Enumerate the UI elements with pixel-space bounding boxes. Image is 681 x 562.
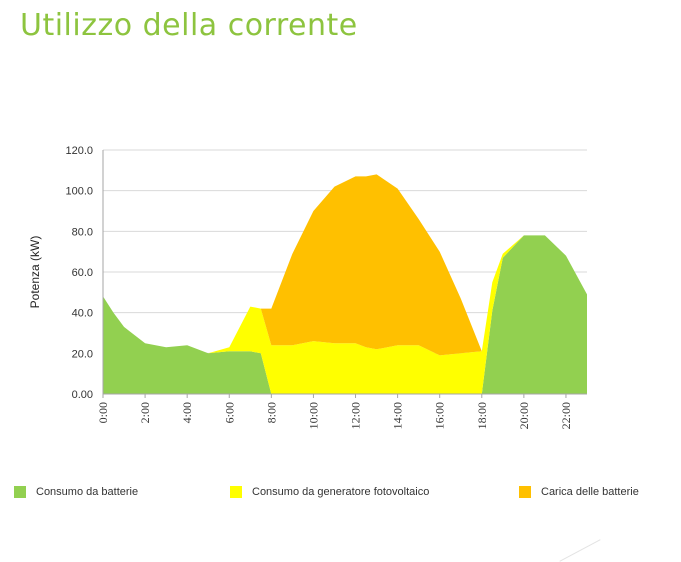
x-tick-label: 16:00 [433,402,447,429]
x-tick-label: 6:00 [222,402,236,423]
area-series-1 [103,235,587,394]
x-tick-label: 22:00 [559,402,573,429]
decorative-divider [559,539,601,562]
x-tick-label: 4:00 [180,402,194,423]
legend-swatch-battery-consumption [14,486,26,498]
x-tick-label: 10:00 [306,402,320,429]
x-tick-label: 18:00 [475,402,489,429]
y-tick-label: 80.0 [72,226,93,238]
legend-label-battery-charge: Carica delle batterie [541,486,639,498]
y-tick-label: 60.0 [72,267,93,279]
x-tick-label: 2:00 [138,402,152,423]
y-axis-title: Potenza (kW) [28,236,42,309]
area-series-0 [103,235,587,394]
y-tick-label: 20.0 [72,348,93,360]
y-tick-label: 40.0 [72,308,93,320]
chart-legend: Consumo da batterie Consumo da generator… [0,486,681,506]
y-tick-label: 0.00 [72,389,93,401]
area-series-2 [103,174,587,356]
power-usage-chart: 0.00 20.0 40.0 60.0 80.0 100.0 120.0 0:00 2:00 4:… [28,145,587,429]
legend-item-battery-consumption: Consumo da batterie [14,486,138,498]
legend-swatch-battery-charge [519,486,531,498]
legend-label-battery-consumption: Consumo da batterie [36,486,139,498]
legend-label-solar-consumption: Consumo da generatore fotovoltaico [252,486,430,498]
x-tick-label: 14:00 [391,402,405,429]
y-tick-label: 120.0 [65,145,93,157]
x-tick-label: 8:00 [264,402,278,423]
page-title: Utilizzo della corrente [20,8,358,43]
legend-item-battery-charge: Carica delle batterie [519,486,639,498]
x-tick-label: 12:00 [349,402,363,429]
x-tick-label: 0:00 [96,402,110,423]
y-tick-label: 100.0 [65,186,93,198]
x-tick-label: 20:00 [517,402,531,429]
legend-item-solar-consumption: Consumo da generatore fotovoltaico [230,486,429,498]
legend-swatch-solar-consumption [230,486,242,498]
